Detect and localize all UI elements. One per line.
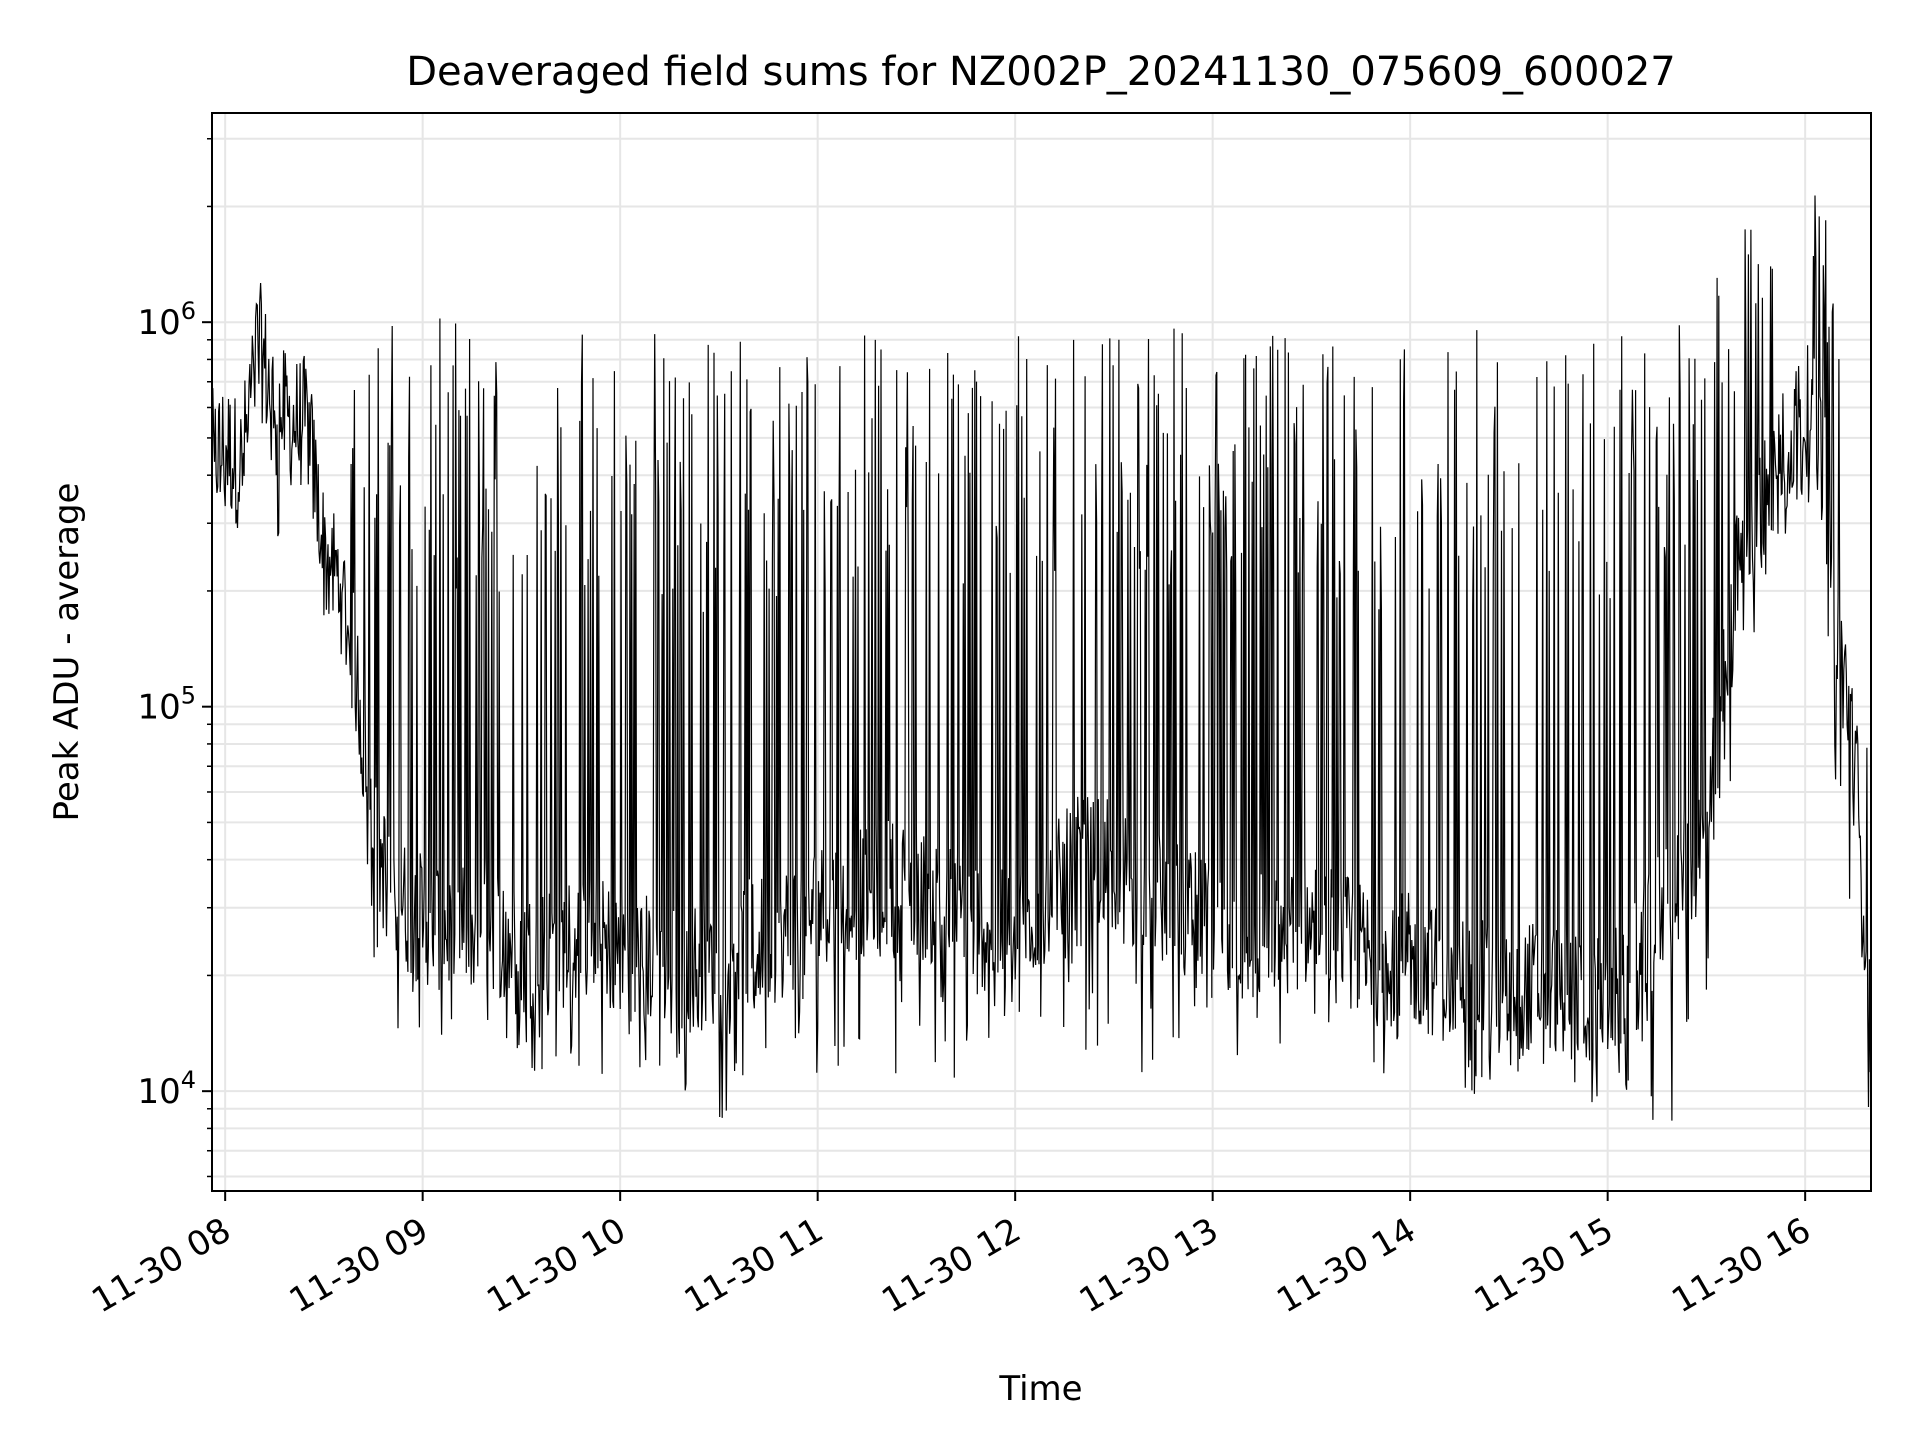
series-line [211,195,1872,1121]
series-layer [211,195,1872,1121]
chart-title: Deaveraged field sums for NZ002P_2024113… [406,49,1676,95]
y-tick-label: 104 [137,1066,196,1112]
x-axis-label: Time [998,1369,1082,1409]
y-tick-label: 105 [137,682,196,728]
y-tick-label: 106 [137,297,196,343]
y-axis-label: Peak ADU - average [47,483,87,822]
plot-frame [211,112,1872,1192]
